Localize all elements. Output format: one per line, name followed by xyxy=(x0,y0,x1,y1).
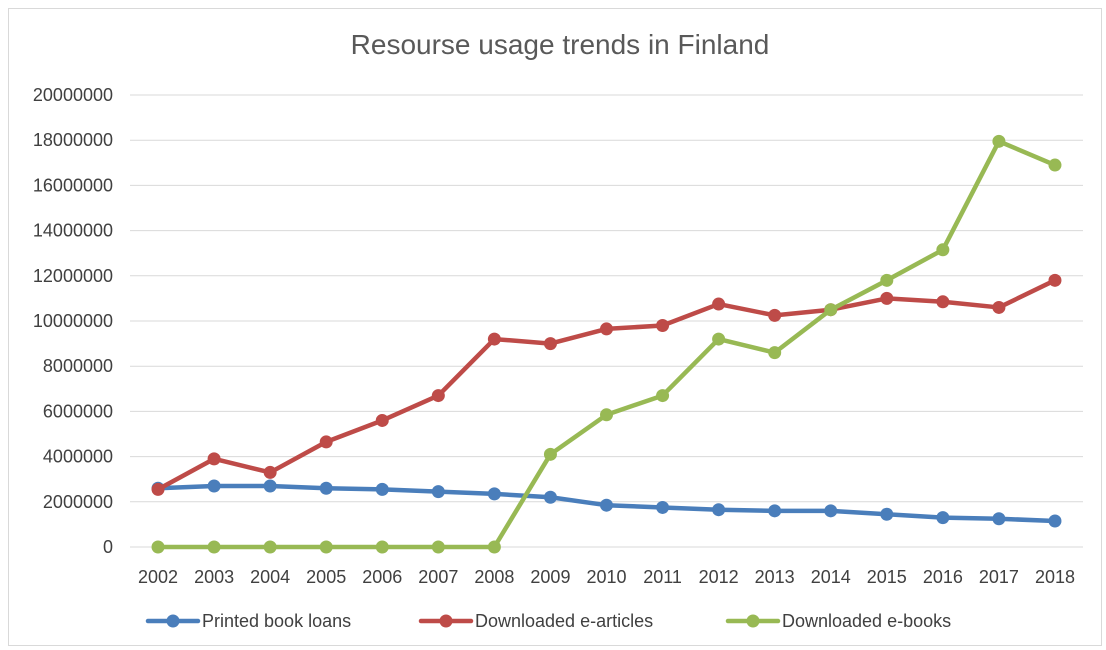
data-point xyxy=(375,482,389,496)
data-point xyxy=(880,273,894,287)
chart-frame xyxy=(8,8,1102,646)
data-point xyxy=(207,452,221,466)
y-tick-label: 16000000 xyxy=(33,175,113,195)
series-lines xyxy=(151,134,1062,554)
x-tick-label: 2016 xyxy=(923,567,963,587)
x-tick-label: 2006 xyxy=(362,567,402,587)
data-point xyxy=(656,389,670,403)
data-point xyxy=(263,540,277,554)
legend-marker xyxy=(166,614,180,628)
legend-item: Downloaded e-articles xyxy=(418,611,653,631)
data-point xyxy=(543,337,557,351)
data-point xyxy=(263,479,277,493)
data-point xyxy=(600,498,613,512)
data-point xyxy=(712,297,726,311)
data-point xyxy=(768,504,782,518)
legend-item: Downloaded e-books xyxy=(725,611,951,631)
y-axis-ticks: 0 2000000 4000000 6000000 8000000 10000000 120… xyxy=(33,85,113,557)
data-point xyxy=(712,332,726,346)
x-tick-label: 2008 xyxy=(474,567,514,587)
y-tick-label: 20000000 xyxy=(33,85,113,105)
data-point xyxy=(1048,158,1062,172)
data-point xyxy=(936,295,950,309)
x-tick-label: 2018 xyxy=(1035,567,1075,587)
data-point xyxy=(600,408,613,422)
data-point xyxy=(824,303,838,317)
data-point xyxy=(768,346,782,360)
data-point xyxy=(600,322,613,336)
data-point xyxy=(992,512,1006,526)
legend-marker xyxy=(439,614,453,628)
data-point xyxy=(1048,514,1062,528)
data-point xyxy=(487,540,501,554)
x-tick-label: 2005 xyxy=(306,567,346,587)
x-tick-label: 2014 xyxy=(811,567,851,587)
data-point xyxy=(375,540,389,554)
x-tick-label: 2010 xyxy=(586,567,626,587)
data-point xyxy=(151,540,165,554)
y-tick-label: 12000000 xyxy=(33,266,113,286)
legend-label: Printed book loans xyxy=(202,611,351,631)
data-point xyxy=(936,243,950,257)
y-tick-label: 0 xyxy=(103,537,113,557)
x-tick-label: 2002 xyxy=(138,567,178,587)
x-tick-label: 2015 xyxy=(867,567,907,587)
x-tick-label: 2009 xyxy=(530,567,570,587)
data-point xyxy=(1048,273,1062,287)
data-point xyxy=(656,319,670,333)
data-point xyxy=(712,503,726,517)
data-point xyxy=(263,465,277,479)
x-tick-label: 2003 xyxy=(194,567,234,587)
legend-item: Printed book loans xyxy=(145,611,351,631)
y-tick-label: 8000000 xyxy=(43,356,113,376)
x-tick-label: 2017 xyxy=(979,567,1019,587)
legend-label: Downloaded e-books xyxy=(782,611,951,631)
data-point xyxy=(992,134,1006,148)
data-point xyxy=(319,481,333,495)
x-tick-label: 2004 xyxy=(250,567,290,587)
series-1 xyxy=(151,479,1062,528)
data-point xyxy=(151,482,165,496)
legend-marker xyxy=(746,614,760,628)
data-point xyxy=(431,540,445,554)
y-tick-label: 4000000 xyxy=(43,447,113,467)
data-point xyxy=(487,332,501,346)
x-tick-label: 2007 xyxy=(418,567,458,587)
y-tick-label: 18000000 xyxy=(33,130,113,150)
data-point xyxy=(431,485,445,499)
data-point xyxy=(880,507,894,521)
series-3 xyxy=(151,134,1062,554)
grid-lines xyxy=(130,94,1083,548)
x-axis-ticks: 2002 2003 2004 2005 2006 2007 2008 2009 2010 2011… xyxy=(138,567,1075,587)
data-point xyxy=(375,413,389,427)
data-point xyxy=(543,447,557,461)
x-tick-label: 2013 xyxy=(755,567,795,587)
legend-label: Downloaded e-articles xyxy=(475,611,653,631)
y-tick-label: 2000000 xyxy=(43,492,113,512)
y-tick-label: 6000000 xyxy=(43,401,113,421)
data-point xyxy=(431,389,445,403)
data-point xyxy=(319,540,333,554)
data-point xyxy=(936,511,950,525)
y-tick-label: 10000000 xyxy=(33,311,113,331)
data-point xyxy=(543,490,557,504)
data-point xyxy=(824,504,838,518)
legend: Printed book loans Downloaded e-articles D… xyxy=(145,611,951,631)
data-point xyxy=(768,308,782,322)
x-tick-label: 2012 xyxy=(699,567,739,587)
series-2 xyxy=(151,273,1062,496)
series-line xyxy=(155,278,1058,492)
data-point xyxy=(880,291,894,305)
data-point xyxy=(487,487,501,501)
y-tick-label: 14000000 xyxy=(33,221,113,241)
data-point xyxy=(656,500,670,514)
data-point xyxy=(992,300,1006,314)
data-point xyxy=(207,479,221,493)
chart-title: Resourse usage trends in Finland xyxy=(351,29,770,60)
x-tick-label: 2011 xyxy=(643,567,682,587)
data-point xyxy=(319,435,333,449)
data-point xyxy=(207,540,221,554)
